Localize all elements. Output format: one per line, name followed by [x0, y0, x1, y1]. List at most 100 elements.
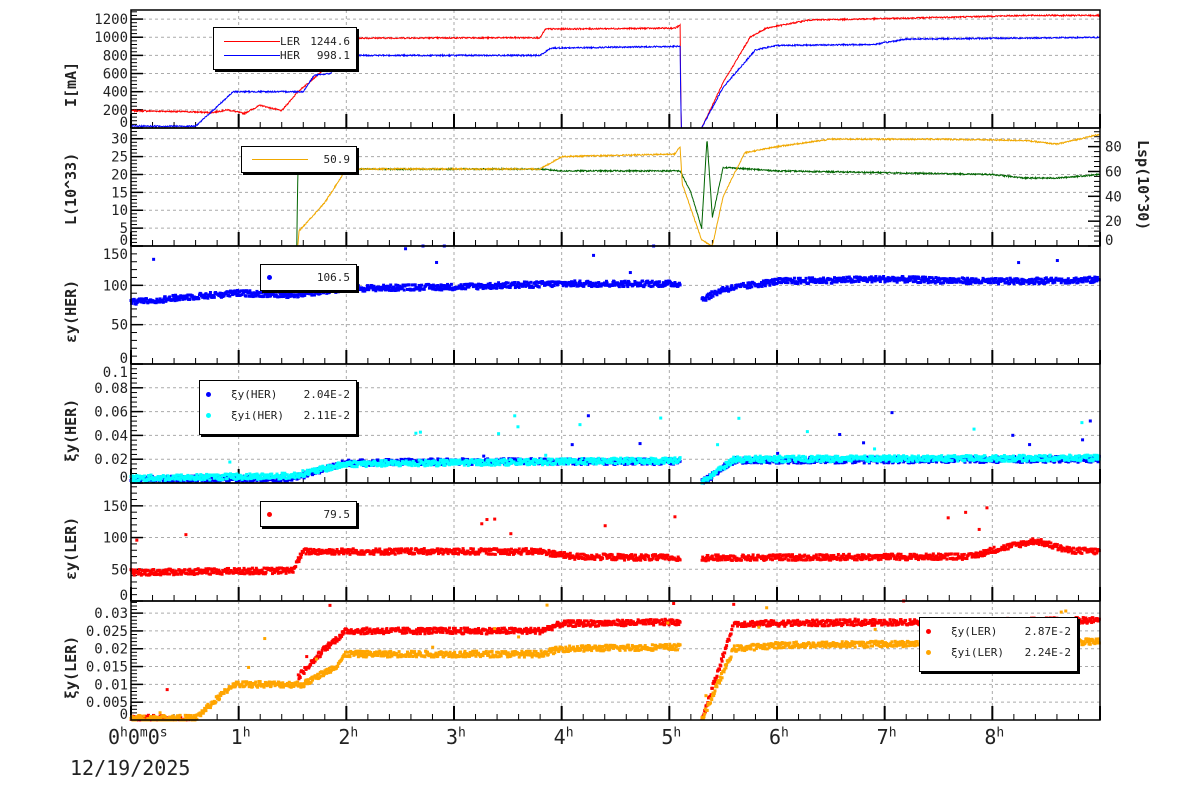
data-point	[526, 281, 530, 285]
data-point	[822, 459, 826, 463]
data-point	[984, 279, 988, 283]
data-point	[818, 454, 822, 458]
data-point	[208, 290, 212, 294]
data-point	[657, 280, 661, 284]
data-point	[422, 287, 426, 291]
data-point	[752, 458, 756, 462]
data-point	[477, 283, 481, 287]
data-point	[991, 277, 995, 281]
data-point	[796, 461, 800, 465]
data-point	[625, 283, 629, 287]
data-point	[966, 454, 970, 458]
data-point	[325, 469, 329, 473]
data-point	[294, 290, 298, 294]
data-point	[136, 572, 140, 576]
y-tick-label: 0.04	[94, 428, 128, 444]
data-point	[834, 461, 838, 465]
data-point	[848, 457, 852, 461]
data-point	[798, 276, 802, 280]
data-point	[927, 278, 931, 282]
data-point	[938, 457, 942, 461]
data-point	[628, 460, 632, 464]
y-tick-label: 25	[111, 150, 128, 166]
data-point	[362, 286, 366, 290]
data-point	[398, 464, 402, 468]
data-point	[729, 457, 733, 461]
data-point	[428, 460, 432, 464]
data-point	[205, 472, 209, 476]
data-point	[1032, 459, 1036, 463]
data-point	[760, 284, 764, 288]
data-point	[650, 279, 654, 283]
data-point	[807, 281, 811, 285]
data-point	[601, 457, 605, 461]
data-point	[704, 480, 708, 484]
data-point	[218, 291, 222, 295]
data-point	[763, 281, 767, 285]
data-point	[380, 459, 384, 463]
data-point	[139, 573, 143, 577]
data-point	[646, 279, 650, 283]
data-point	[550, 457, 554, 461]
data-point	[615, 281, 619, 285]
data-point	[280, 471, 284, 475]
data-point	[768, 283, 772, 287]
data-point	[638, 442, 642, 446]
data-point	[1081, 280, 1085, 284]
data-point	[509, 284, 513, 288]
data-point	[991, 279, 995, 283]
data-point	[785, 454, 789, 458]
data-point	[737, 416, 741, 420]
data-point	[524, 459, 528, 463]
data-point	[914, 279, 918, 283]
data-point	[887, 461, 891, 465]
data-point	[732, 455, 736, 459]
data-point	[394, 283, 398, 287]
data-point	[551, 459, 555, 463]
data-point	[875, 461, 879, 465]
data-point	[775, 460, 779, 464]
data-point	[203, 296, 207, 300]
data-point	[482, 454, 486, 458]
data-point	[319, 468, 323, 472]
data-point	[256, 473, 260, 477]
data-point	[449, 282, 453, 286]
y2-tick-label: 40	[1105, 189, 1122, 205]
data-point	[799, 281, 803, 285]
data-point	[330, 467, 334, 471]
data-point	[221, 478, 225, 482]
data-point	[569, 284, 573, 288]
data-point	[590, 285, 594, 289]
data-point	[517, 462, 521, 466]
data-point	[480, 459, 484, 463]
data-point	[228, 294, 232, 298]
data-point	[195, 473, 199, 477]
data-point	[564, 281, 568, 285]
data-point	[961, 281, 965, 285]
data-point	[376, 458, 380, 462]
data-point	[964, 281, 968, 285]
data-point	[168, 295, 172, 299]
data-point	[179, 478, 183, 482]
data-point	[418, 430, 422, 434]
data-point	[312, 293, 316, 297]
data-point	[881, 458, 885, 462]
data-point	[647, 284, 651, 288]
data-point	[318, 292, 322, 296]
data-point	[1012, 282, 1016, 286]
data-point	[621, 282, 625, 286]
data-point	[356, 288, 360, 292]
data-point	[947, 278, 951, 282]
data-point	[579, 459, 583, 463]
data-point	[270, 472, 274, 476]
data-point	[750, 285, 754, 289]
data-point	[197, 297, 201, 301]
data-point	[143, 570, 147, 574]
data-point	[840, 461, 844, 465]
data-point	[227, 472, 231, 476]
data-point	[230, 293, 234, 297]
data-point	[290, 478, 294, 482]
series-line-her	[130, 35, 1101, 129]
data-point	[950, 280, 954, 284]
